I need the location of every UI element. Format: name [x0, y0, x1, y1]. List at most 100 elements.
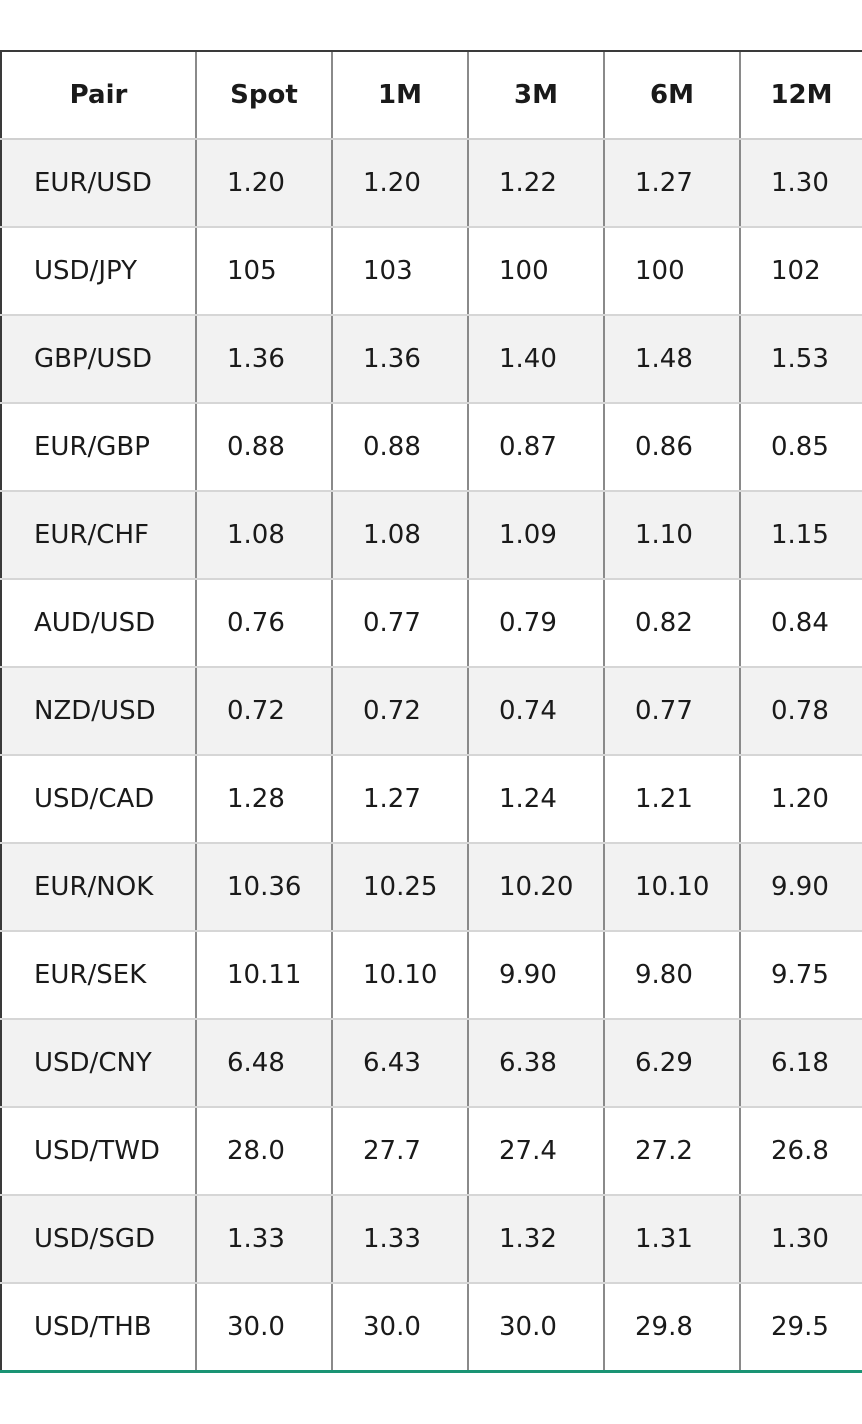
- table-row: EUR/USD 1.20 1.20 1.22 1.27 1.30: [0, 139, 862, 228]
- 6m-cell: 100: [603, 227, 740, 316]
- table-row: GBP/USD 1.36 1.36 1.40 1.48 1.53: [0, 315, 862, 404]
- 12m-cell: 1.30: [739, 139, 862, 228]
- 12m-cell: 29.5: [739, 1283, 862, 1373]
- table-row: USD/SGD 1.33 1.33 1.32 1.31 1.30: [0, 1195, 862, 1284]
- spot-cell: 6.48: [195, 1019, 332, 1108]
- spot-cell: 1.28: [195, 755, 332, 844]
- 3m-cell: 0.74: [467, 667, 604, 756]
- pair-cell: NZD/USD: [0, 667, 196, 756]
- 6m-cell: 10.10: [603, 843, 740, 932]
- 3m-cell: 0.79: [467, 579, 604, 668]
- 3m-cell: 10.20: [467, 843, 604, 932]
- 1m-cell: 1.33: [331, 1195, 468, 1284]
- table-row: EUR/SEK 10.11 10.10 9.90 9.80 9.75: [0, 931, 862, 1020]
- 1m-cell: 1.20: [331, 139, 468, 228]
- 12m-cell: 1.30: [739, 1195, 862, 1284]
- fx-forecast-table: Pair Spot 1M 3M 6M 12M EUR/USD 1.20 1.20…: [0, 50, 862, 1373]
- pair-cell: USD/THB: [0, 1283, 196, 1373]
- 1m-cell: 27.7: [331, 1107, 468, 1196]
- 3m-cell: 0.87: [467, 403, 604, 492]
- table-header: Pair Spot 1M 3M 6M 12M: [0, 50, 862, 140]
- 6m-cell: 0.82: [603, 579, 740, 668]
- 6m-cell: 1.31: [603, 1195, 740, 1284]
- spot-cell: 10.11: [195, 931, 332, 1020]
- table-row: EUR/CHF 1.08 1.08 1.09 1.10 1.15: [0, 491, 862, 580]
- fx-forecast-table-container: Pair Spot 1M 3M 6M 12M EUR/USD 1.20 1.20…: [0, 50, 862, 1373]
- 12m-cell: 0.85: [739, 403, 862, 492]
- 1m-cell: 0.77: [331, 579, 468, 668]
- 3m-cell: 1.40: [467, 315, 604, 404]
- 6m-cell: 1.27: [603, 139, 740, 228]
- header-spot: Spot: [195, 50, 332, 140]
- table-row: AUD/USD 0.76 0.77 0.79 0.82 0.84: [0, 579, 862, 668]
- spot-cell: 1.33: [195, 1195, 332, 1284]
- 1m-cell: 1.08: [331, 491, 468, 580]
- spot-cell: 30.0: [195, 1283, 332, 1373]
- spot-cell: 28.0: [195, 1107, 332, 1196]
- spot-cell: 1.36: [195, 315, 332, 404]
- pair-cell: USD/TWD: [0, 1107, 196, 1196]
- 12m-cell: 1.15: [739, 491, 862, 580]
- header-12m: 12M: [739, 50, 862, 140]
- 1m-cell: 1.27: [331, 755, 468, 844]
- pair-cell: EUR/CHF: [0, 491, 196, 580]
- header-3m: 3M: [467, 50, 604, 140]
- 12m-cell: 1.53: [739, 315, 862, 404]
- 6m-cell: 9.80: [603, 931, 740, 1020]
- 6m-cell: 1.21: [603, 755, 740, 844]
- pair-cell: EUR/NOK: [0, 843, 196, 932]
- spot-cell: 105: [195, 227, 332, 316]
- 3m-cell: 1.22: [467, 139, 604, 228]
- 12m-cell: 0.84: [739, 579, 862, 668]
- 6m-cell: 1.10: [603, 491, 740, 580]
- 6m-cell: 0.86: [603, 403, 740, 492]
- spot-cell: 0.76: [195, 579, 332, 668]
- pair-cell: USD/SGD: [0, 1195, 196, 1284]
- header-row: Pair Spot 1M 3M 6M 12M: [0, 50, 862, 140]
- spot-cell: 1.20: [195, 139, 332, 228]
- 6m-cell: 29.8: [603, 1283, 740, 1373]
- 3m-cell: 1.24: [467, 755, 604, 844]
- 12m-cell: 9.90: [739, 843, 862, 932]
- 6m-cell: 27.2: [603, 1107, 740, 1196]
- 1m-cell: 30.0: [331, 1283, 468, 1373]
- 12m-cell: 102: [739, 227, 862, 316]
- 12m-cell: 0.78: [739, 667, 862, 756]
- table-row: USD/CNY 6.48 6.43 6.38 6.29 6.18: [0, 1019, 862, 1108]
- spot-cell: 1.08: [195, 491, 332, 580]
- table-row: USD/JPY 105 103 100 100 102: [0, 227, 862, 316]
- 6m-cell: 1.48: [603, 315, 740, 404]
- 1m-cell: 1.36: [331, 315, 468, 404]
- 3m-cell: 6.38: [467, 1019, 604, 1108]
- header-1m: 1M: [331, 50, 468, 140]
- 12m-cell: 9.75: [739, 931, 862, 1020]
- 1m-cell: 0.72: [331, 667, 468, 756]
- 3m-cell: 9.90: [467, 931, 604, 1020]
- 12m-cell: 1.20: [739, 755, 862, 844]
- 3m-cell: 1.09: [467, 491, 604, 580]
- pair-cell: USD/CNY: [0, 1019, 196, 1108]
- 1m-cell: 103: [331, 227, 468, 316]
- 3m-cell: 27.4: [467, 1107, 604, 1196]
- table-row: NZD/USD 0.72 0.72 0.74 0.77 0.78: [0, 667, 862, 756]
- 3m-cell: 1.32: [467, 1195, 604, 1284]
- pair-cell: USD/JPY: [0, 227, 196, 316]
- 1m-cell: 6.43: [331, 1019, 468, 1108]
- 6m-cell: 0.77: [603, 667, 740, 756]
- table-body: EUR/USD 1.20 1.20 1.22 1.27 1.30 USD/JPY…: [0, 139, 862, 1373]
- 3m-cell: 100: [467, 227, 604, 316]
- 6m-cell: 6.29: [603, 1019, 740, 1108]
- table-row: EUR/GBP 0.88 0.88 0.87 0.86 0.85: [0, 403, 862, 492]
- table-row: USD/CAD 1.28 1.27 1.24 1.21 1.20: [0, 755, 862, 844]
- 12m-cell: 26.8: [739, 1107, 862, 1196]
- table-row: EUR/NOK 10.36 10.25 10.20 10.10 9.90: [0, 843, 862, 932]
- pair-cell: USD/CAD: [0, 755, 196, 844]
- pair-cell: EUR/GBP: [0, 403, 196, 492]
- 1m-cell: 10.10: [331, 931, 468, 1020]
- pair-cell: EUR/SEK: [0, 931, 196, 1020]
- 12m-cell: 6.18: [739, 1019, 862, 1108]
- 3m-cell: 30.0: [467, 1283, 604, 1373]
- table-row: USD/TWD 28.0 27.7 27.4 27.2 26.8: [0, 1107, 862, 1196]
- table-row: USD/THB 30.0 30.0 30.0 29.8 29.5: [0, 1283, 862, 1373]
- spot-cell: 0.72: [195, 667, 332, 756]
